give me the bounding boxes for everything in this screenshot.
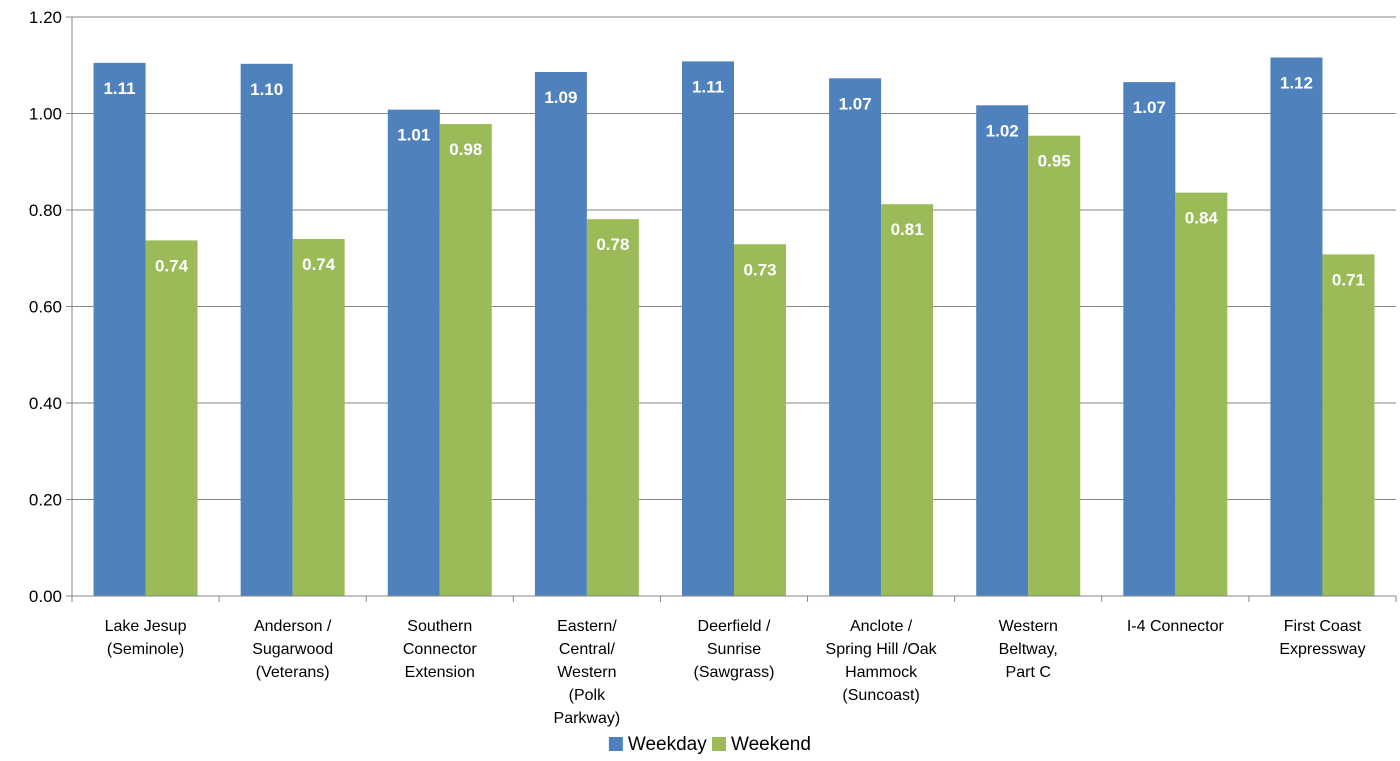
bar-weekday xyxy=(976,105,1029,597)
data-label: 1.07 xyxy=(1133,98,1166,117)
data-label: 1.09 xyxy=(544,88,577,107)
legend-swatch-weekday xyxy=(608,737,623,751)
bar-weekday xyxy=(1123,82,1176,596)
legend-swatch-weekend xyxy=(712,737,726,751)
bar-weekend xyxy=(586,219,639,597)
data-label: 0.78 xyxy=(596,235,629,254)
bar-weekday xyxy=(534,72,587,596)
x-tick-label: Parkway) xyxy=(554,710,621,727)
y-tick-label: 0.20 xyxy=(29,491,62,510)
y-tick-label: 0.00 xyxy=(29,587,62,606)
x-tick-label: (Suncoast) xyxy=(842,687,919,704)
data-label: 0.95 xyxy=(1038,152,1071,171)
x-tick-label: Sunrise xyxy=(707,641,761,658)
y-tick-label: 1.00 xyxy=(29,105,62,124)
data-label: 1.01 xyxy=(397,126,430,145)
y-tick-label: 0.80 xyxy=(29,201,62,220)
bar-weekday xyxy=(93,62,146,596)
x-axis: Lake Jesup (Seminole) Anderson / Sugarwood (… xyxy=(71,595,1397,727)
legend-label-weekend: Weekend xyxy=(731,734,811,755)
x-tick-label: Part C xyxy=(1006,664,1051,681)
x-tick-label: Western xyxy=(557,664,616,681)
x-tick-label: I-4 Connector xyxy=(1127,618,1225,635)
x-tick-label: Sugarwood xyxy=(252,641,333,658)
x-tick-label: Hammock xyxy=(845,664,918,681)
x-tick-label: (Veterans) xyxy=(256,664,330,681)
x-tick-label: Deerfield / xyxy=(698,618,771,635)
data-label: 0.98 xyxy=(449,140,482,159)
data-label: 0.81 xyxy=(891,220,924,239)
x-tick-label: Western xyxy=(999,618,1058,635)
data-label: 1.07 xyxy=(839,94,872,113)
bar-weekend xyxy=(145,240,198,596)
data-label: 0.73 xyxy=(743,260,776,279)
x-tick-label: Central/ xyxy=(559,641,616,658)
x-tick-label: First Coast xyxy=(1284,618,1362,635)
bar-weekday xyxy=(1270,57,1323,596)
x-tick-label: Connector xyxy=(403,641,477,658)
data-label: 1.12 xyxy=(1280,74,1313,93)
x-tick-label: Anderson / xyxy=(254,618,332,635)
y-tick-label: 0.60 xyxy=(29,298,62,317)
bar-weekend xyxy=(1028,135,1081,596)
bar-weekend xyxy=(292,238,345,596)
x-tick-label: Beltway, xyxy=(999,641,1058,658)
data-label: 0.74 xyxy=(155,256,189,275)
bar-weekend xyxy=(734,244,786,596)
y-axis: 0.00 0.20 0.40 0.60 0.80 1.00 1.20 xyxy=(29,8,73,606)
x-tick-label: Southern xyxy=(407,618,472,635)
x-tick-label: Spring Hill /Oak xyxy=(826,641,938,658)
data-label: 0.74 xyxy=(302,255,336,274)
bar-weekend xyxy=(881,204,934,596)
x-tick-label: Eastern/ xyxy=(557,618,617,635)
legend: Weekday Weekend xyxy=(608,734,811,755)
x-tick-label: Extension xyxy=(405,664,475,681)
x-tick-label: (Seminole) xyxy=(107,641,184,658)
data-label: 0.84 xyxy=(1185,209,1219,228)
x-tick-label: Lake Jesup xyxy=(105,618,187,635)
bar-weekday xyxy=(240,63,293,597)
x-tick-label: (Sawgrass) xyxy=(694,664,775,681)
data-label: 1.11 xyxy=(103,79,135,98)
bar-weekend xyxy=(439,124,492,597)
bar-weekday xyxy=(829,78,882,597)
x-tick-label: (Polk xyxy=(569,687,606,704)
x-tick-label: Anclote / xyxy=(850,618,913,635)
y-tick-label: 0.40 xyxy=(29,394,62,413)
data-label: 1.11 xyxy=(692,77,724,96)
bar-weekend xyxy=(1322,254,1375,596)
bar-weekend xyxy=(1175,192,1228,596)
data-label: 1.02 xyxy=(986,121,1019,140)
data-label: 0.71 xyxy=(1332,270,1365,289)
bar-weekday xyxy=(682,61,734,596)
bars: 1.11 0.74 1.10 0.74 1.01 0.98 1.09 0.78 1.11 0.73… xyxy=(93,57,1375,597)
bar-weekday xyxy=(387,109,440,596)
x-tick-label: Expressway xyxy=(1279,641,1365,658)
y-tick-label: 1.20 xyxy=(29,8,62,27)
data-label: 1.10 xyxy=(250,80,283,99)
legend-label-weekday: Weekday xyxy=(628,734,707,755)
